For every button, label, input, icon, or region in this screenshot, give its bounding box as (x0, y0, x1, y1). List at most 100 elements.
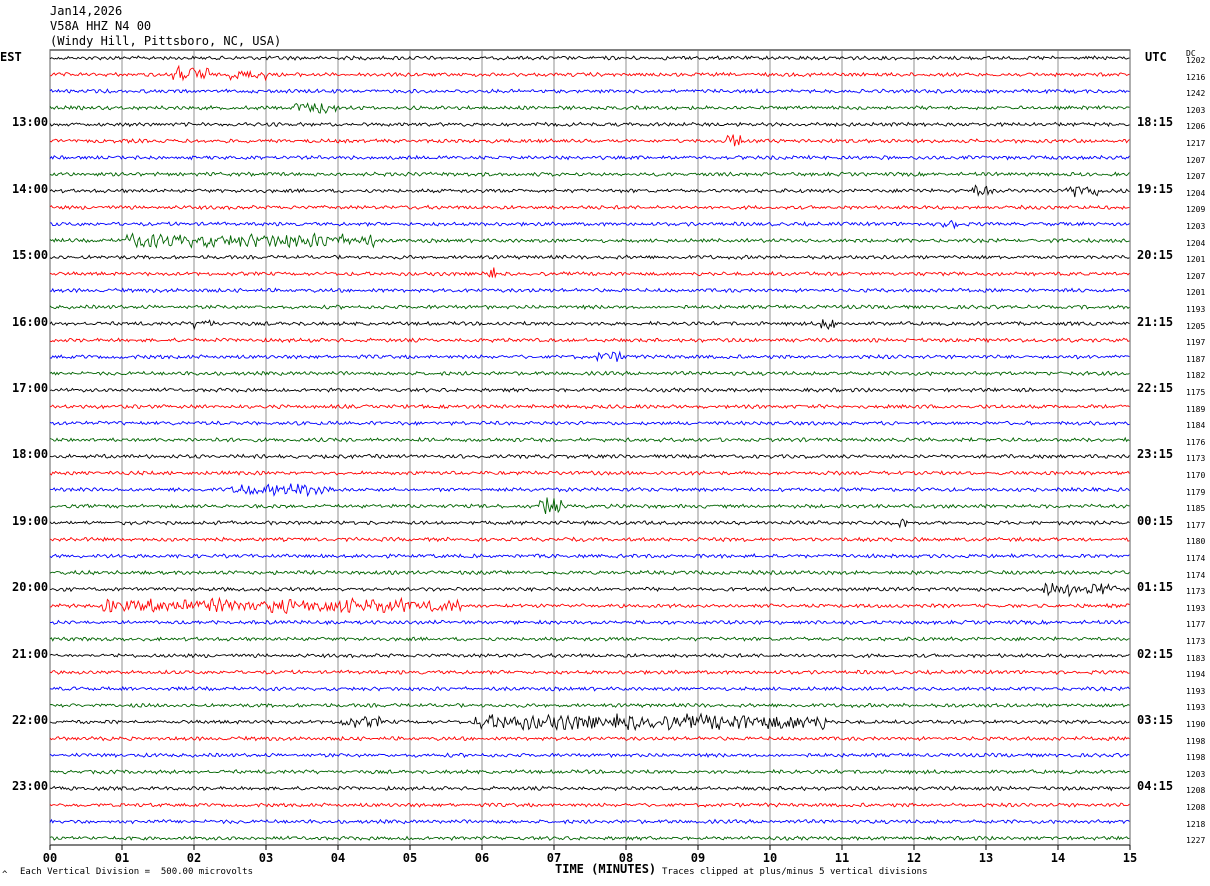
est-hour-label: 21:00 (12, 646, 49, 661)
x-tick-label: 11 (834, 851, 850, 865)
est-hour-label: 13:00 (12, 115, 49, 130)
x-tick-label: 04 (330, 851, 346, 865)
dc-offset-label: 1198 (1186, 753, 1206, 763)
est-hour-label: 18:00 (12, 447, 49, 462)
trace-line (49, 350, 1130, 363)
trace-line (49, 204, 1130, 211)
dc-offset-label: 1204 (1186, 238, 1206, 248)
x-tick-label: 12 (906, 851, 922, 865)
dc-offset-label: 1207 (1186, 172, 1206, 182)
dc-offset-label: 1197 (1186, 338, 1206, 348)
dc-offset-label: 1179 (1186, 487, 1206, 497)
trace-line (49, 370, 1130, 377)
utc-hour-label: 01:15 (1137, 580, 1174, 595)
x-tick-label: 14 (1050, 851, 1066, 865)
dc-offset-label: 1209 (1186, 205, 1206, 215)
utc-hour-label: 20:15 (1137, 248, 1174, 263)
dc-offset-label: 1242 (1186, 89, 1206, 99)
trace-line (49, 768, 1130, 775)
utc-hour-label: 04:15 (1137, 779, 1174, 794)
trace-line (49, 55, 1130, 61)
dc-offset-label: 1208 (1186, 803, 1206, 812)
dc-offset-label: 1183 (1186, 653, 1206, 663)
utc-hour-label: 18:15 (1137, 115, 1174, 130)
trace-line (49, 337, 1130, 344)
est-hour-label: 23:00 (12, 779, 49, 794)
header-date: Jan14,2026 (50, 4, 123, 18)
header-station: V58A HHZ N4 00 (50, 19, 152, 33)
trace-line (49, 171, 1130, 178)
trace-line (49, 184, 1130, 198)
trace-line (49, 403, 1130, 410)
utc-hour-label: 22:15 (1137, 381, 1174, 395)
trace-line (49, 802, 1130, 808)
est-hour-label: 16:00 (12, 314, 49, 329)
trace-line (49, 619, 1130, 626)
trace-line (49, 483, 1130, 498)
dc-offset-label: 1203 (1186, 222, 1206, 231)
est-hour-label: 22:00 (12, 713, 49, 727)
trace-line (49, 154, 1130, 161)
dc-offset-label: 1203 (1186, 105, 1206, 115)
trace-line (49, 652, 1130, 659)
x-tick-label: 06 (474, 851, 490, 865)
trace-line (49, 497, 1130, 515)
x-tick-label: 08 (618, 851, 634, 865)
trace-line (49, 785, 1130, 792)
trace-line (49, 436, 1130, 443)
dc-offset-label: 1173 (1186, 587, 1206, 597)
trace-line (49, 582, 1130, 598)
dc-offset-label: 1217 (1186, 139, 1206, 148)
x-axis-title: TIME (MINUTES) (555, 862, 657, 876)
header-location: (Windy Hill, Pittsboro, NC, USA) (50, 34, 282, 48)
utc-hour-label: 03:15 (1137, 713, 1174, 727)
trace-line (49, 818, 1130, 825)
trace-line (49, 596, 1130, 614)
trace-line (49, 387, 1130, 393)
trace-line (49, 219, 1130, 230)
trace-line (49, 470, 1130, 476)
dc-offset-label: 1193 (1186, 703, 1206, 713)
trace-line (49, 319, 1130, 331)
dc-offset-label: 1185 (1186, 504, 1206, 514)
trace-line (49, 518, 1130, 529)
trace-line (49, 267, 1130, 279)
trace-line (49, 835, 1130, 842)
dc-offset-label: 1202 (1186, 56, 1206, 65)
dc-offset-label: 1204 (1186, 188, 1206, 198)
dc-offset-label: 1174 (1186, 570, 1206, 580)
trace-line (49, 102, 1130, 114)
dc-offset-label: 1193 (1186, 305, 1206, 314)
trace-line (49, 420, 1130, 427)
plot-frame (49, 49, 1131, 846)
trace-line (49, 553, 1130, 560)
dc-offset-label: 1189 (1186, 404, 1206, 414)
est-hour-label: 19:00 (12, 513, 49, 528)
dc-offset-label: 1190 (1186, 720, 1206, 729)
trace-line (49, 735, 1130, 742)
trace-line (49, 121, 1130, 128)
dc-offset-label: 1193 (1186, 603, 1206, 613)
dc-offset-label: 1218 (1186, 819, 1206, 829)
left-axis-title: EST (0, 50, 22, 64)
dc-offset-label: 1174 (1186, 554, 1206, 563)
trace-line (49, 536, 1130, 543)
trace-line (49, 669, 1130, 676)
x-tick-label: 13 (978, 851, 994, 865)
dc-offset-label: 1227 (1186, 836, 1206, 846)
clip-note: Traces clipped at plus/minus 5 vertical … (662, 867, 928, 877)
utc-hour-label: 00:15 (1137, 513, 1174, 528)
corner-mark: ^ (2, 870, 8, 880)
dc-offset-label: 1187 (1186, 354, 1206, 364)
trace-line (49, 88, 1130, 95)
trace-line (49, 752, 1130, 759)
x-tick-label: 15 (1122, 851, 1138, 865)
est-hour-label: 14:00 (12, 181, 49, 196)
trace-line (49, 712, 1130, 732)
dc-offset-label: 1184 (1186, 421, 1206, 431)
est-hour-label: 15:00 (12, 248, 49, 263)
trace-line (49, 134, 1130, 147)
dc-offset-label: 1206 (1186, 122, 1206, 132)
dc-offset-label: 1173 (1186, 454, 1206, 464)
